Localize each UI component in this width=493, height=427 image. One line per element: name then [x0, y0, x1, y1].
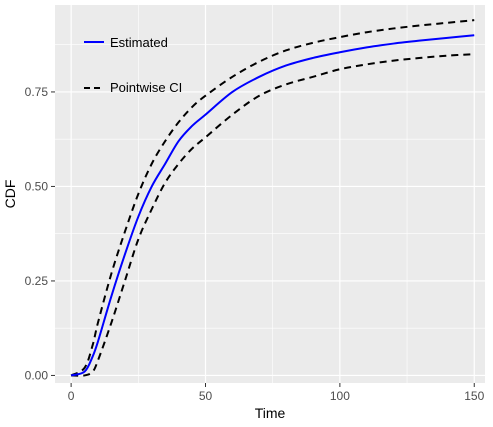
y-axis-title: CDF [2, 180, 18, 209]
y-tick-label: 0.25 [25, 274, 49, 288]
minor-gridlines [55, 5, 485, 383]
y-tick-label: 0.50 [25, 179, 49, 193]
series-layer [70, 19, 475, 377]
x-tick-label: 50 [199, 389, 213, 403]
y-axis-ticks: 0.00 0.25 0.50 0.75 [25, 85, 55, 382]
x-axis-ticks: 0 50 100 150 [68, 383, 485, 403]
estimated-line [70, 34, 475, 377]
x-tick-label: 150 [464, 389, 484, 403]
x-tick-label: 0 [68, 389, 75, 403]
x-axis-title: Time [255, 405, 286, 421]
ci-upper-line [70, 19, 475, 377]
y-tick-label: 0.75 [25, 85, 49, 99]
major-gridlines [55, 5, 485, 383]
x-tick-label: 100 [330, 389, 350, 403]
legend: Estimated Pointwise CI [84, 35, 182, 95]
y-tick-label: 0.00 [25, 368, 49, 382]
ci-lower-line [71, 53, 475, 377]
legend-label-estimated: Estimated [110, 35, 168, 50]
legend-label-pointwise-ci: Pointwise CI [110, 80, 182, 95]
plot-panel [55, 5, 485, 383]
